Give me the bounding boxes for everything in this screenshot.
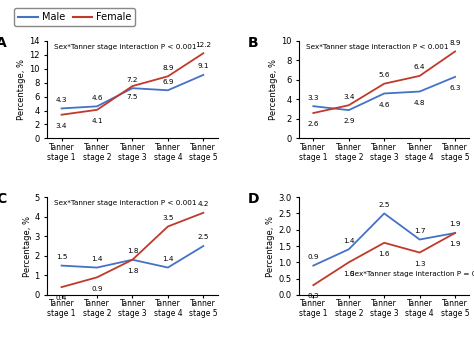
- Text: 0.9: 0.9: [308, 254, 319, 260]
- Text: 2.5: 2.5: [378, 202, 390, 208]
- Text: 1.7: 1.7: [414, 228, 425, 234]
- Text: 1.4: 1.4: [162, 256, 173, 262]
- Text: A: A: [0, 36, 7, 50]
- Text: 0.9: 0.9: [91, 286, 103, 292]
- Text: C: C: [0, 192, 7, 206]
- Text: 3.4: 3.4: [343, 94, 355, 100]
- Text: 4.3: 4.3: [56, 97, 67, 103]
- Text: Sex*Tanner stage interaction P = 0.56: Sex*Tanner stage interaction P = 0.56: [350, 271, 474, 277]
- Text: 6.9: 6.9: [162, 79, 173, 85]
- Text: 1.9: 1.9: [449, 221, 461, 227]
- Y-axis label: Percentage, %: Percentage, %: [269, 59, 278, 120]
- Text: Sex*Tanner stage interaction P < 0.001: Sex*Tanner stage interaction P < 0.001: [306, 44, 448, 49]
- Text: 9.1: 9.1: [198, 63, 209, 69]
- Y-axis label: Percentage, %: Percentage, %: [266, 216, 275, 277]
- Text: 8.9: 8.9: [162, 65, 173, 71]
- Text: 1.9: 1.9: [449, 241, 461, 247]
- Text: 1.4: 1.4: [91, 256, 103, 262]
- Text: 1.4: 1.4: [343, 238, 355, 244]
- Text: Sex*Tanner stage interaction P < 0.001: Sex*Tanner stage interaction P < 0.001: [54, 200, 197, 206]
- Text: 6.4: 6.4: [414, 64, 425, 70]
- Text: 1.5: 1.5: [56, 254, 67, 260]
- Text: 2.6: 2.6: [308, 121, 319, 127]
- Text: 3.4: 3.4: [56, 123, 67, 129]
- Text: 1.8: 1.8: [127, 248, 138, 254]
- Text: 1.0: 1.0: [343, 271, 355, 277]
- Text: B: B: [248, 36, 259, 50]
- Text: 6.3: 6.3: [449, 85, 461, 91]
- Text: 4.6: 4.6: [91, 95, 103, 101]
- Text: 0.3: 0.3: [308, 294, 319, 299]
- Text: 2.5: 2.5: [198, 235, 209, 240]
- Y-axis label: Percentage, %: Percentage, %: [23, 216, 32, 277]
- Y-axis label: Percentage, %: Percentage, %: [18, 59, 27, 120]
- Text: 1.6: 1.6: [378, 251, 390, 257]
- Text: 3.3: 3.3: [308, 95, 319, 101]
- Text: 4.6: 4.6: [378, 102, 390, 108]
- Legend: Male, Female: Male, Female: [14, 8, 135, 26]
- Text: 4.2: 4.2: [198, 201, 209, 207]
- Text: 0.4: 0.4: [56, 296, 67, 301]
- Text: D: D: [248, 192, 260, 206]
- Text: 8.9: 8.9: [449, 40, 461, 46]
- Text: Sex*Tanner stage interaction P < 0.001: Sex*Tanner stage interaction P < 0.001: [54, 44, 197, 49]
- Text: 1.8: 1.8: [127, 268, 138, 274]
- Text: 12.2: 12.2: [195, 42, 211, 48]
- Text: 4.1: 4.1: [91, 118, 103, 124]
- Text: 7.5: 7.5: [127, 95, 138, 100]
- Text: 3.5: 3.5: [162, 215, 173, 221]
- Text: 7.2: 7.2: [127, 77, 138, 83]
- Text: 2.9: 2.9: [343, 118, 355, 124]
- Text: 5.6: 5.6: [378, 72, 390, 78]
- Text: 1.3: 1.3: [414, 261, 425, 267]
- Text: 4.8: 4.8: [414, 100, 425, 106]
